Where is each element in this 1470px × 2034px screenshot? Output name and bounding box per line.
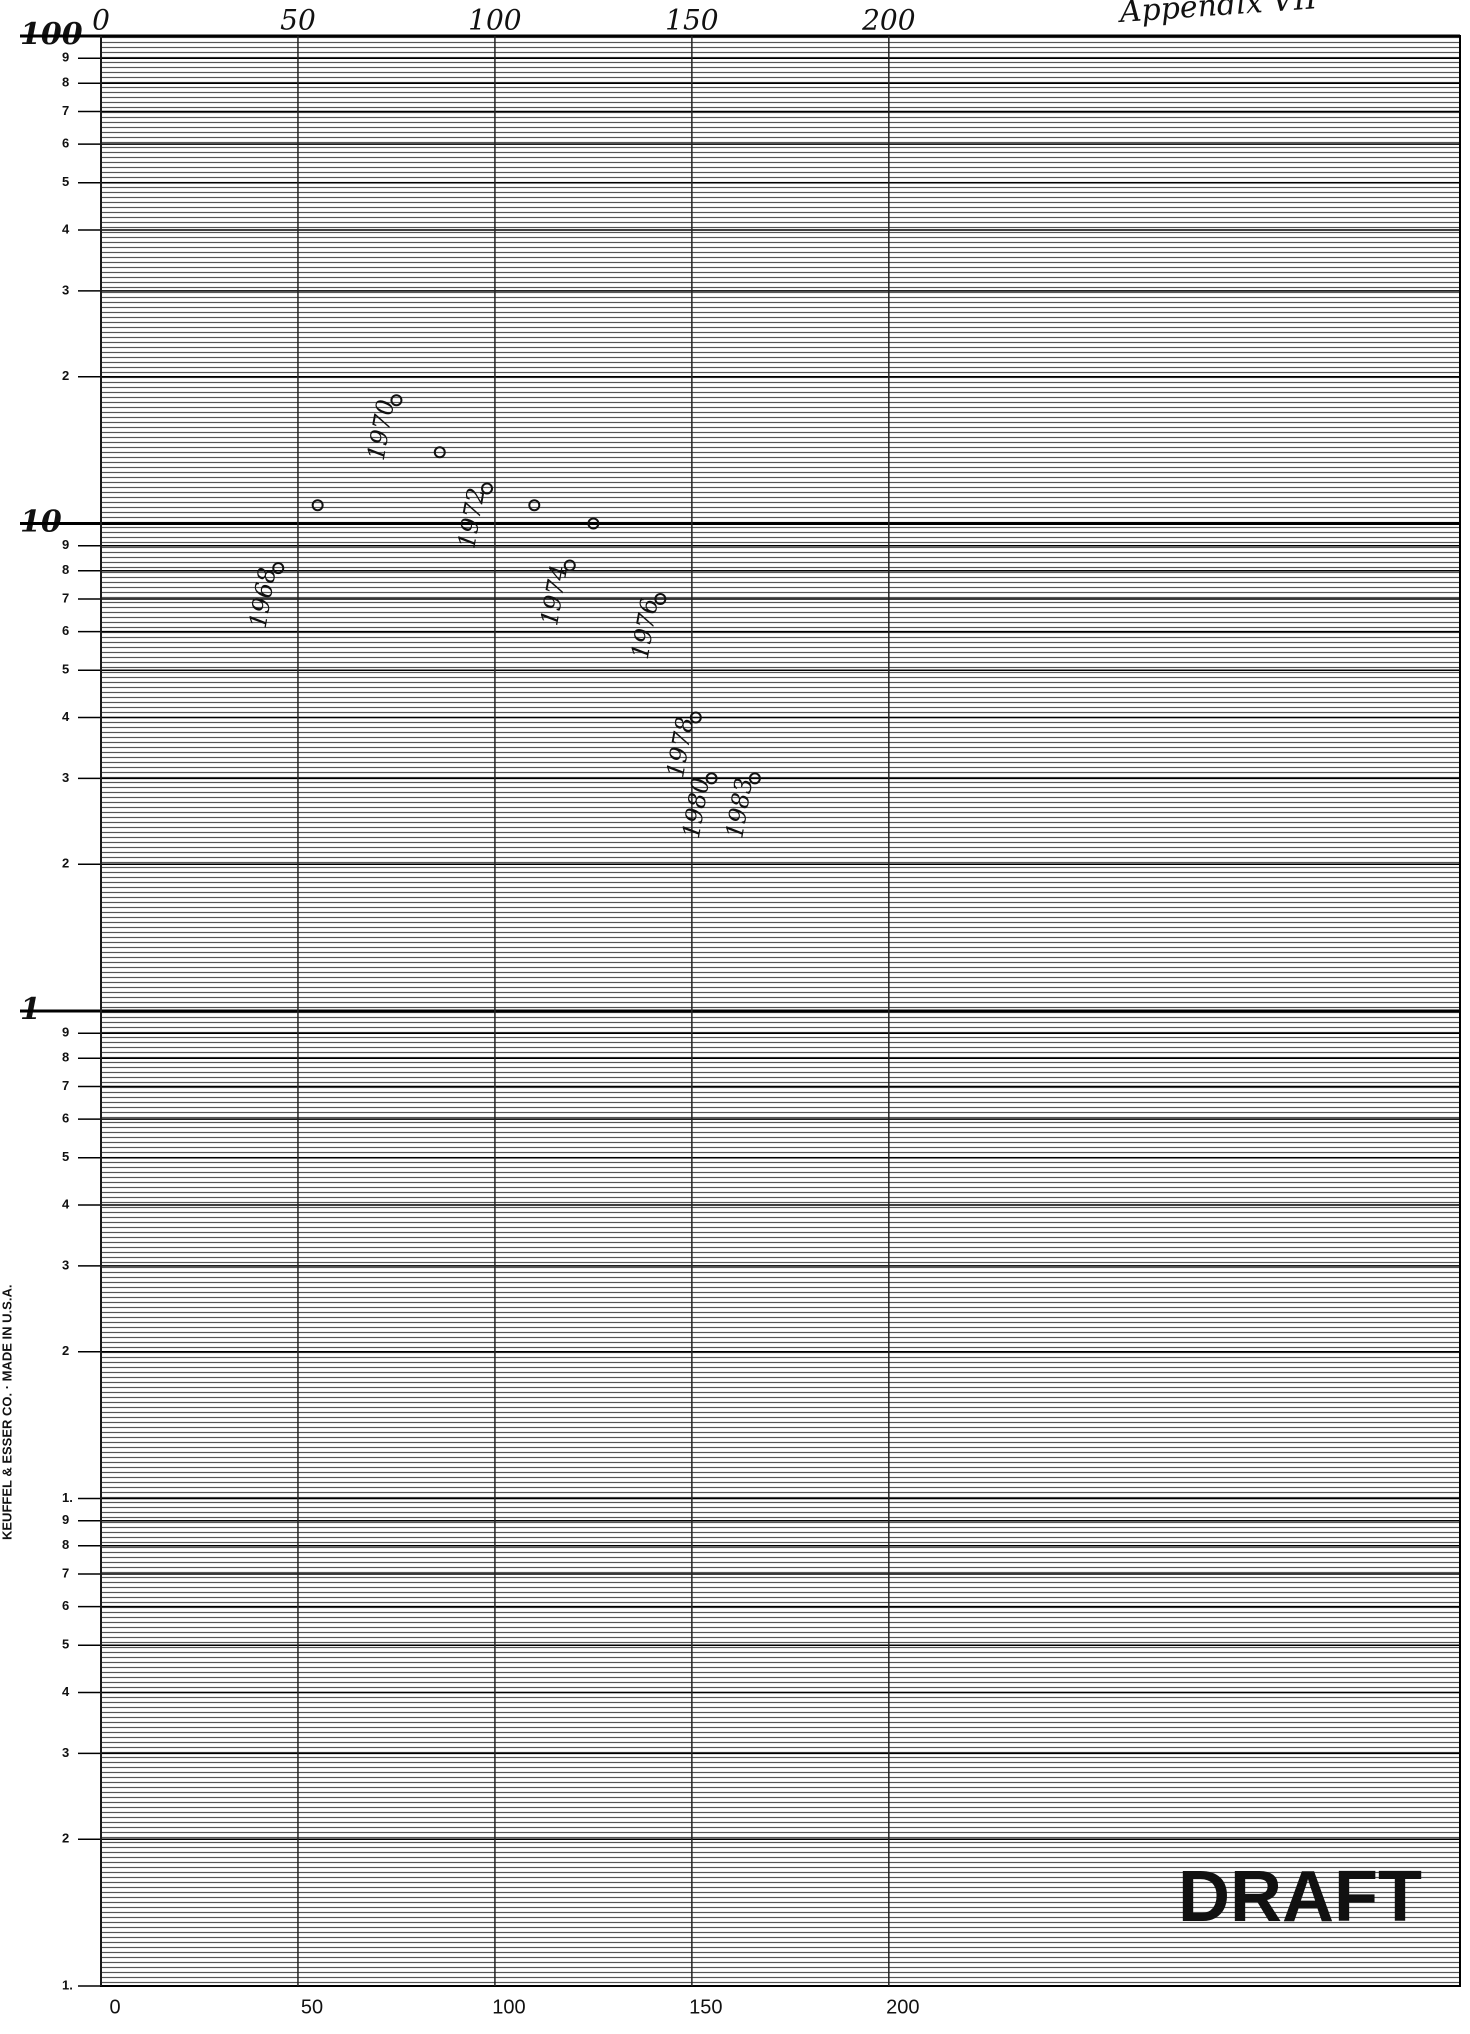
header-note: Appendix VII	[1116, 0, 1320, 30]
point	[390, 394, 403, 407]
y-tick-label: 7	[62, 1078, 69, 1093]
x-tick-label: 50	[301, 1996, 323, 2018]
y-tick-label: 2	[62, 856, 69, 871]
x-tick-label: 200	[861, 4, 915, 37]
point	[587, 517, 600, 530]
y-tick-label: 6	[62, 1598, 69, 1613]
x-tick-label: 150	[689, 1996, 722, 2018]
y-tick-label: 4	[62, 709, 70, 724]
point	[481, 482, 494, 495]
x-tick-label: 150	[665, 4, 718, 37]
point	[563, 559, 576, 572]
point	[748, 772, 761, 785]
y-tick-label: 8	[62, 562, 69, 577]
y-tick-label: 4	[62, 1684, 70, 1699]
y-tick-label: 8	[62, 75, 69, 90]
y-tick-label: 6	[62, 1111, 69, 1126]
point	[433, 446, 446, 459]
y-tick-label: 2	[62, 1831, 69, 1846]
y-tick-label: 1.	[62, 1977, 73, 1992]
y-tick-label: 9	[62, 50, 69, 65]
y-tick-label: 6	[62, 623, 69, 638]
point	[705, 772, 718, 785]
x-tick-label: 100	[468, 4, 521, 37]
x-tick-label: 200	[886, 1996, 919, 2018]
y-tick-label: 7	[62, 103, 69, 118]
x-tick-label: 0	[92, 4, 110, 37]
y-tick-label: 9	[62, 1512, 69, 1527]
x-tick-label: 100	[492, 1996, 525, 2018]
point	[311, 499, 324, 512]
y-tick-label: 8	[62, 1050, 69, 1065]
y-tick-label: 9	[62, 1025, 69, 1040]
point	[689, 711, 702, 724]
y-tick-label: 2	[62, 368, 69, 383]
x-tick-label: 0	[109, 1996, 120, 2018]
y-tick-label: 3	[62, 282, 69, 297]
y-tick-label: 8	[62, 1537, 69, 1552]
draft-stamp: DRAFT	[1178, 1857, 1422, 1937]
y-tick-label: 6	[62, 136, 69, 151]
x-tick-label: 50	[280, 4, 316, 37]
y-tick-label: 4	[62, 221, 70, 236]
y-tick-label: 5	[62, 174, 69, 189]
point	[528, 499, 541, 512]
maker-imprint: KEUFFEL & ESSER CO. · MADE IN U.S.A.	[0, 1285, 14, 1540]
y-tick-label: 7	[62, 590, 69, 605]
y-tick-label: 5	[62, 1149, 69, 1164]
y-tick-label: 3	[62, 770, 69, 785]
y-tick-label: 2	[62, 1343, 69, 1358]
y-tick-label: 5	[62, 1637, 69, 1652]
y-tick-label: 3	[62, 1257, 69, 1272]
y-tick-label: 4	[62, 1196, 70, 1211]
y-tick-label: 9	[62, 537, 69, 552]
y-tick-label: 3	[62, 1745, 69, 1760]
point	[654, 593, 667, 606]
y-tick-label: 1.	[62, 1490, 73, 1505]
point	[272, 562, 285, 575]
y-tick-label: 5	[62, 662, 69, 677]
y-tick-label: 7	[62, 1565, 69, 1580]
